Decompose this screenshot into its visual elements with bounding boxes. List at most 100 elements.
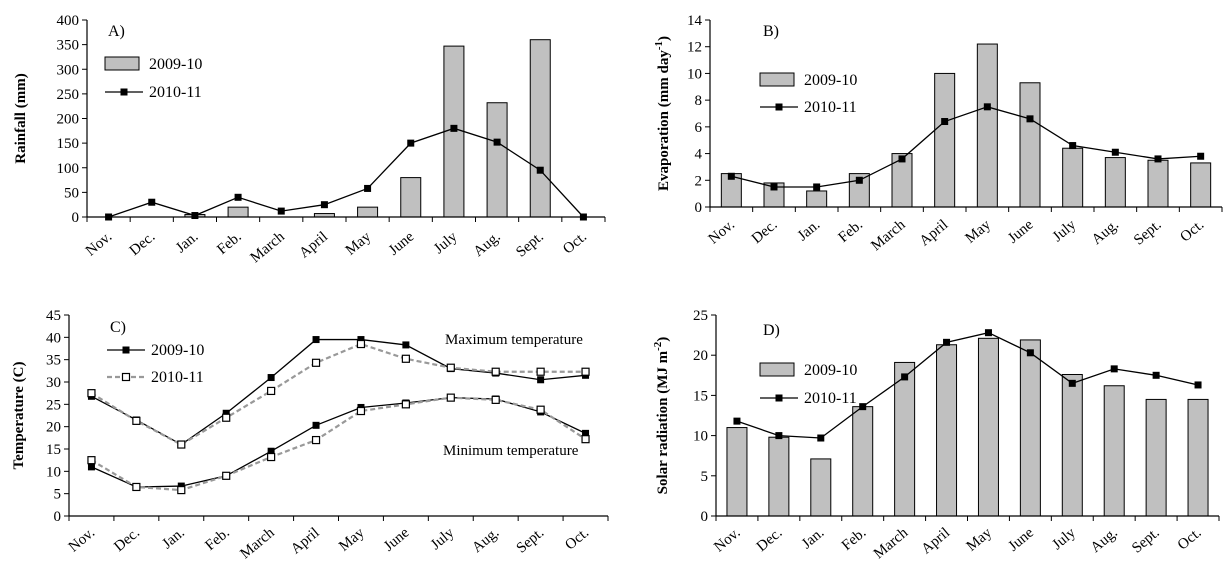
bar-a-7 xyxy=(357,206,379,218)
data-point-c-1-9 xyxy=(446,363,455,372)
x-tick-label: April xyxy=(296,229,331,262)
data-point-a-1-9 xyxy=(450,124,458,132)
data-point-c-1-8 xyxy=(401,354,410,363)
legend-label: 2009-10 xyxy=(804,72,857,89)
y-tick-label: 300 xyxy=(57,62,80,78)
legend-label: 2009-10 xyxy=(804,362,857,379)
data-point-c-3-12 xyxy=(581,435,590,444)
bar-a-11 xyxy=(529,39,551,218)
series-line-c-1 xyxy=(90,342,586,446)
panel-label: A) xyxy=(108,23,125,40)
data-point-b-1-3 xyxy=(813,183,821,191)
data-point-c-0-8 xyxy=(402,341,410,349)
data-point-b-1-2 xyxy=(770,183,778,191)
bar-d-2 xyxy=(768,436,790,517)
x-tick-label: Jan. xyxy=(795,217,823,245)
data-point-c-2-12 xyxy=(582,429,590,437)
y-tick-label: 30 xyxy=(46,375,61,391)
x-tick-label: Aug. xyxy=(469,525,502,556)
data-point-a-1-7 xyxy=(364,184,372,192)
y-axis-label: Rainfall (mm) xyxy=(13,73,29,163)
x-tick-label: Nov. xyxy=(66,525,98,556)
x-tick-label: Aug. xyxy=(1088,525,1121,556)
y-axis-label-end: ) xyxy=(656,36,672,41)
bar-a-10 xyxy=(486,102,508,218)
x-tick-label: Aug. xyxy=(1089,217,1122,248)
annotation: Minimum temperature xyxy=(443,443,579,459)
y-axis-label: Temperature (C) xyxy=(11,362,27,470)
data-point-c-1-10 xyxy=(491,367,500,376)
data-point-c-3-8 xyxy=(401,400,410,409)
legend-swatch-bar xyxy=(759,362,795,377)
data-point-d-1-5 xyxy=(901,373,909,381)
x-tick-label: July xyxy=(431,228,461,257)
y-axis-label: Solar radiation (MJ m-2) xyxy=(652,337,671,495)
x-tick-label: Sept. xyxy=(513,229,547,261)
x-tick-label: Oct. xyxy=(562,525,592,554)
data-point-d-1-3 xyxy=(817,434,825,442)
y-tick-label: 250 xyxy=(57,87,80,103)
series-line-d-1 xyxy=(736,332,1199,439)
y-tick-label: 12 xyxy=(687,40,702,56)
y-tick-label: 45 xyxy=(46,308,61,324)
legend-label: 2010-11 xyxy=(149,84,202,101)
data-point-c-0-11 xyxy=(537,376,545,384)
data-point-c-2-6 xyxy=(312,421,320,429)
x-tick-label: Oct. xyxy=(560,229,590,258)
data-point-a-1-11 xyxy=(536,166,544,174)
legend-label: 2010-11 xyxy=(804,99,857,116)
data-point-c-2-5 xyxy=(267,447,275,455)
data-point-b-1-4 xyxy=(855,176,863,184)
bar-b-6 xyxy=(934,72,956,208)
y-axis-label-text: Solar radiation (MJ m xyxy=(655,350,671,494)
bar-d-12 xyxy=(1187,398,1209,517)
y-axis-label-sup: -2 xyxy=(652,341,664,351)
x-tick-label: June xyxy=(1006,525,1038,555)
data-point-c-1-7 xyxy=(356,339,366,349)
x-tick-label: April xyxy=(919,525,954,558)
y-tick-label: 50 xyxy=(64,185,79,201)
data-point-c-2-1 xyxy=(87,463,95,471)
data-point-b-1-10 xyxy=(1111,148,1119,156)
panel-a: 0 50 100 150 200 250 300 350 400 Nov. Dec. Jan. Feb.… xyxy=(13,13,606,266)
panel-label: C) xyxy=(110,319,126,336)
data-point-b-1-8 xyxy=(1026,115,1034,123)
x-tick-label: April xyxy=(288,525,323,558)
panel-label: B) xyxy=(763,23,779,40)
data-point-c-0-7 xyxy=(357,336,365,344)
data-point-a-1-2 xyxy=(148,198,156,206)
legend-swatch-bar xyxy=(104,56,140,71)
data-point-c-1-6 xyxy=(311,358,321,367)
y-tick-label: 0 xyxy=(72,210,80,226)
data-point-b-1-11 xyxy=(1154,155,1162,163)
y-tick-label: 10 xyxy=(693,429,708,445)
bar-b-12 xyxy=(1190,162,1212,208)
bar-d-7 xyxy=(977,337,999,517)
legend-swatch-marker xyxy=(122,346,130,354)
bar-d-8 xyxy=(1019,339,1041,517)
y-tick-label: 0 xyxy=(54,509,62,525)
y-tick-label: 8 xyxy=(695,93,703,109)
data-point-c-1-1 xyxy=(87,389,96,398)
series-line-b-1 xyxy=(731,106,1201,188)
series-line-a-1 xyxy=(108,127,584,218)
data-point-b-1-5 xyxy=(898,155,906,163)
panel-d: 0 5 10 15 20 25 Nov. Dec. Jan. Feb. March April May J… xyxy=(652,308,1220,562)
x-tick-label: Sept. xyxy=(1131,217,1165,249)
y-axis-label-text: Temperature (C) xyxy=(11,362,27,470)
data-point-c-3-4 xyxy=(222,471,231,480)
data-point-d-1-8 xyxy=(1026,349,1034,357)
data-point-c-0-6 xyxy=(312,336,320,344)
data-point-c-3-2 xyxy=(132,482,141,492)
bar-b-11 xyxy=(1147,159,1169,208)
y-axis-label-text: Rainfall (mm) xyxy=(13,73,29,163)
y-tick-label: 10 xyxy=(46,464,61,480)
x-tick-label: Aug. xyxy=(471,229,504,260)
x-tick-label: July xyxy=(428,524,458,553)
data-point-c-1-2 xyxy=(132,416,141,425)
bar-b-7 xyxy=(976,43,998,208)
data-point-c-1-11 xyxy=(536,367,545,376)
data-point-c-1-3 xyxy=(177,440,186,449)
data-point-a-1-4 xyxy=(234,193,242,201)
y-tick-label: 20 xyxy=(46,420,61,436)
